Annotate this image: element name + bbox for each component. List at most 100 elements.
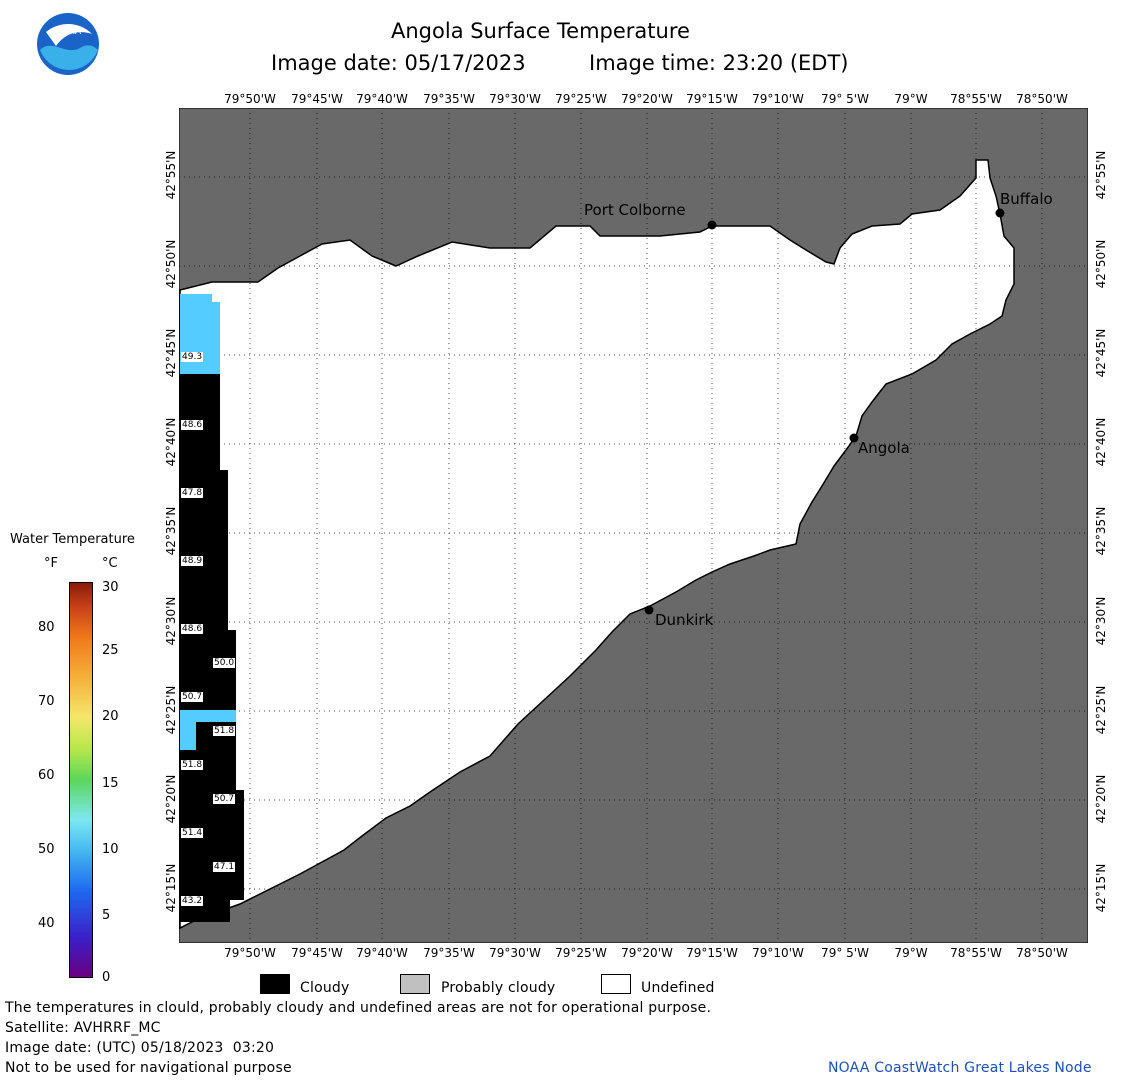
c-tick: 10 [102, 842, 119, 857]
lat-label: 42°15'N [164, 863, 178, 913]
city-label-dunkirk: Dunkirk [655, 611, 714, 629]
lon-label: 79°50'W [224, 92, 276, 106]
colorbar [69, 582, 93, 978]
c-tick: 20 [102, 709, 119, 724]
lon-label: 79°10'W [752, 946, 804, 960]
lon-label: 79°20'W [621, 92, 673, 106]
lon-label: 79°40'W [356, 946, 408, 960]
lon-label: 79°50'W [224, 946, 276, 960]
footer-utc-date: Image date: (UTC) 05/18/2023 03:20 [5, 1040, 275, 1056]
lon-label: 79°20'W [621, 946, 673, 960]
cloud-strip [180, 294, 244, 922]
city-dot-icon [644, 605, 654, 615]
temp-reading: 51.8 [213, 726, 236, 736]
footer-nav-warning: Not to be used for navigational purpose [5, 1060, 292, 1076]
map-panel[interactable] [179, 108, 1088, 943]
temp-reading: 43.2 [181, 896, 204, 906]
lake-erie-area [179, 159, 1015, 930]
lon-label: 79°40'W [356, 92, 408, 106]
lon-label: 79°W [894, 92, 928, 106]
lon-label: 79°25'W [555, 92, 607, 106]
colorbar-unit-c: °C [102, 556, 118, 571]
svg-text:NOAA: NOAA [55, 27, 82, 37]
city-label-buffalo: Buffalo [1000, 190, 1053, 208]
temp-reading: 48.6 [181, 624, 204, 634]
legend-label-undefined: Undefined [641, 980, 715, 996]
lat-label: 42°55'N [164, 150, 178, 200]
city-label-port-colborne: Port Colborne [584, 201, 686, 219]
temp-reading: 48.6 [181, 420, 204, 430]
f-tick: 40 [38, 916, 55, 931]
c-tick: 25 [102, 643, 119, 658]
lat-label: 42°35'N [164, 506, 178, 556]
temp-reading: 49.3 [181, 352, 204, 362]
legend-label-probably-cloudy: Probably cloudy [441, 980, 556, 996]
lat-label: 42°25'N [164, 685, 178, 735]
colorbar-unit-f: °F [44, 556, 58, 571]
temp-reading: 50.7 [213, 794, 236, 804]
image-time-label: Image time: 23:20 (EDT) [589, 51, 849, 75]
lat-label: 42°15'N [1094, 863, 1108, 913]
f-tick: 50 [38, 842, 55, 857]
temp-reading: 50.7 [181, 692, 204, 702]
map-grid [179, 108, 1088, 943]
temp-reading: 47.8 [181, 488, 204, 498]
temp-reading: 51.4 [181, 828, 204, 838]
f-tick: 80 [38, 620, 55, 635]
lat-label: 42°45'N [1094, 328, 1108, 378]
f-tick: 60 [38, 768, 55, 783]
lon-label: 78°55'W [950, 92, 1002, 106]
legend-swatch-undefined [601, 974, 631, 994]
lon-label: 79° 5'W [821, 92, 869, 106]
lat-label: 42°45'N [164, 328, 178, 378]
city-dot-icon [707, 220, 717, 230]
footer-satellite: Satellite: AVHRRF_MC [5, 1020, 161, 1036]
city-dot-icon [995, 208, 1005, 218]
temp-reading: 48.9 [181, 556, 204, 566]
lon-label: 79°15'W [686, 92, 738, 106]
lon-label: 78°50'W [1016, 946, 1068, 960]
lat-label: 42°50'N [1094, 239, 1108, 289]
c-tick: 0 [102, 970, 111, 985]
bottom-lon-labels: 79°50'W 79°45'W 79°40'W 79°35'W 79°30'W … [0, 946, 1127, 962]
lat-label: 42°25'N [1094, 685, 1108, 735]
legend-label-cloudy: Cloudy [300, 980, 350, 996]
c-tick: 15 [102, 776, 119, 791]
colorbar-title: Water Temperature [10, 532, 135, 547]
lon-label: 79°25'W [555, 946, 607, 960]
image-date-label: Image date: 05/17/2023 [271, 51, 526, 75]
lat-label: 42°30'N [164, 596, 178, 646]
footer-credit-link[interactable]: NOAA CoastWatch Great Lakes Node [828, 1060, 1092, 1076]
lon-label: 78°50'W [1016, 92, 1068, 106]
city-label-angola: Angola [858, 439, 910, 457]
lon-label: 78°55'W [950, 946, 1002, 960]
lon-label: 79°15'W [686, 946, 738, 960]
lon-label: 79°30'W [489, 946, 541, 960]
temp-reading: 51.8 [181, 760, 204, 770]
lon-label: 79° 5'W [821, 946, 869, 960]
lon-label: 79°45'W [291, 946, 343, 960]
temp-reading: 47.1 [213, 862, 236, 872]
lat-label: 42°20'N [1094, 774, 1108, 824]
lon-label: 79°35'W [423, 92, 475, 106]
legend-swatch-probably-cloudy [400, 974, 430, 994]
lon-label: 79°10'W [752, 92, 804, 106]
lon-label: 79°W [894, 946, 928, 960]
lat-label: 42°35'N [1094, 506, 1108, 556]
lat-label: 42°40'N [164, 417, 178, 467]
lon-label: 79°35'W [423, 946, 475, 960]
c-tick: 5 [102, 908, 111, 923]
city-dot-icon [849, 433, 859, 443]
page-title: Angola Surface Temperature [391, 19, 690, 43]
lat-label: 42°20'N [164, 774, 178, 824]
noaa-logo-icon: NOAA [36, 12, 100, 76]
legend-swatch-cloudy [260, 974, 290, 994]
lon-label: 79°30'W [489, 92, 541, 106]
lat-label: 42°50'N [164, 239, 178, 289]
lat-label: 42°30'N [1094, 596, 1108, 646]
f-tick: 70 [38, 694, 55, 709]
top-lon-labels: 79°50'W 79°45'W 79°40'W 79°35'W 79°30'W … [0, 92, 1127, 108]
lon-label: 79°45'W [291, 92, 343, 106]
lat-label: 42°55'N [1094, 150, 1108, 200]
c-tick: 30 [102, 580, 119, 595]
